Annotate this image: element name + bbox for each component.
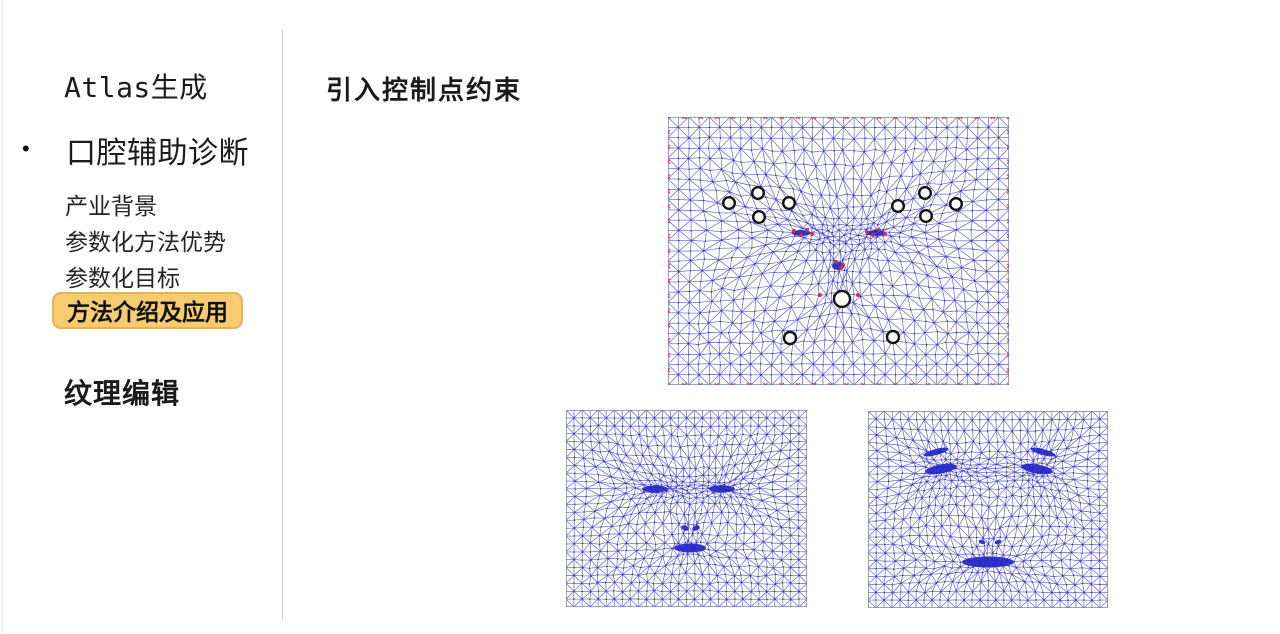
- page-title: 引入控制点约束: [326, 76, 523, 105]
- sidebar-subitem[interactable]: 参数化方法优势: [65, 230, 226, 255]
- sidebar-item-atlas-generation[interactable]: Atlas生成: [64, 71, 208, 104]
- sidebar-subitem[interactable]: 参数化目标: [65, 266, 180, 291]
- sidebar-item-texture-editing[interactable]: 纹理编辑: [64, 378, 181, 409]
- sidebar-item-active[interactable]: 方法介绍及应用: [52, 292, 243, 329]
- sidebar-sublist: 产业背景参数化方法优势 参数化目标: [65, 189, 226, 297]
- sidebar-subitem[interactable]: 产业背景: [65, 194, 157, 219]
- sidebar-item-oral-diagnosis[interactable]: 口腔辅助诊断: [66, 136, 249, 171]
- mesh-result-face-b: [868, 411, 1108, 608]
- mesh-constrained-parameterization: [668, 117, 1009, 385]
- mesh-result-face-a: [566, 410, 807, 607]
- left-edge-line: [2, 0, 3, 634]
- bullet-icon: •: [22, 136, 30, 161]
- sidebar-divider: [282, 30, 283, 620]
